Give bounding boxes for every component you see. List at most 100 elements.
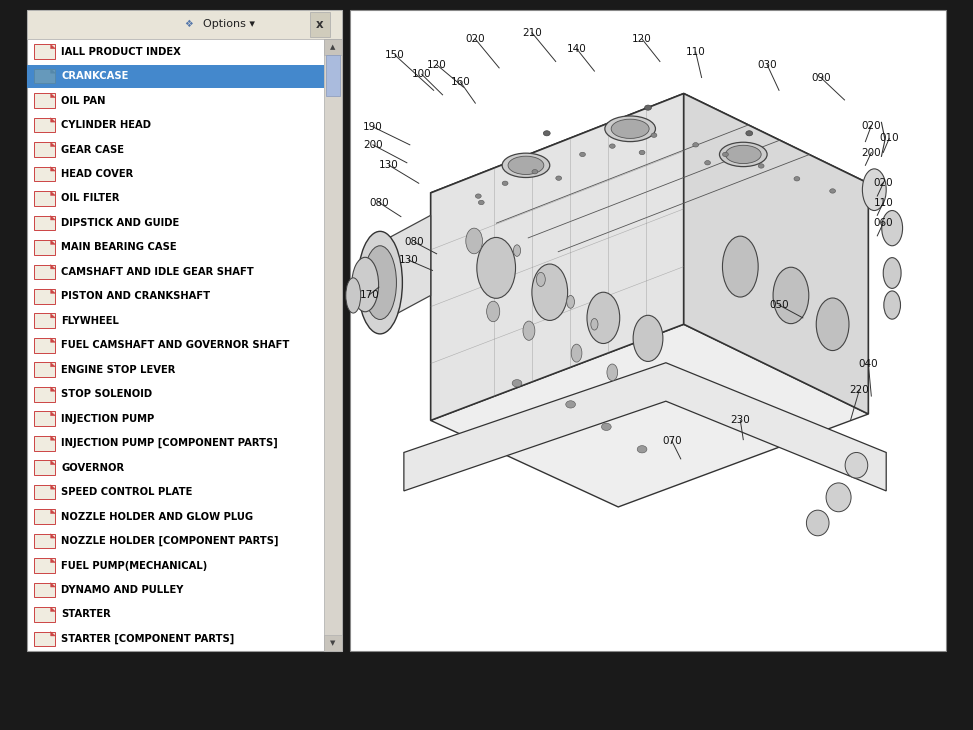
- Circle shape: [580, 153, 586, 157]
- Polygon shape: [51, 362, 55, 366]
- Polygon shape: [51, 387, 55, 391]
- Text: DYNAMO AND PULLEY: DYNAMO AND PULLEY: [61, 585, 184, 595]
- Ellipse shape: [633, 315, 663, 361]
- Text: GOVERNOR: GOVERNOR: [61, 463, 125, 472]
- Ellipse shape: [862, 169, 886, 210]
- Circle shape: [723, 153, 729, 157]
- Ellipse shape: [722, 236, 758, 297]
- Text: ▼: ▼: [330, 640, 336, 646]
- Text: 140: 140: [566, 44, 587, 54]
- Ellipse shape: [477, 237, 516, 299]
- Text: 110: 110: [874, 198, 893, 207]
- Polygon shape: [51, 485, 55, 489]
- Text: 110: 110: [686, 47, 705, 57]
- Text: CYLINDER HEAD: CYLINDER HEAD: [61, 120, 151, 130]
- Ellipse shape: [364, 246, 396, 320]
- Text: 200: 200: [861, 147, 882, 158]
- Text: 020: 020: [465, 34, 486, 44]
- Text: 080: 080: [369, 198, 388, 207]
- FancyBboxPatch shape: [34, 215, 55, 230]
- Text: PISTON AND CRANKSHAFT: PISTON AND CRANKSHAFT: [61, 291, 210, 301]
- Text: FUEL PUMP(MECHANICAL): FUEL PUMP(MECHANICAL): [61, 561, 207, 571]
- Polygon shape: [51, 583, 55, 587]
- Bar: [27, 10, 342, 651]
- Circle shape: [479, 200, 485, 204]
- Bar: [27, 10, 342, 39]
- FancyBboxPatch shape: [34, 583, 55, 597]
- Text: CRANKCASE: CRANKCASE: [61, 71, 128, 81]
- Polygon shape: [51, 461, 55, 465]
- Ellipse shape: [566, 296, 574, 308]
- Polygon shape: [51, 510, 55, 514]
- FancyBboxPatch shape: [34, 142, 55, 157]
- FancyBboxPatch shape: [34, 558, 55, 573]
- Text: 210: 210: [523, 28, 542, 38]
- Polygon shape: [51, 338, 55, 342]
- Polygon shape: [362, 260, 383, 307]
- Polygon shape: [51, 264, 55, 269]
- Text: 130: 130: [379, 161, 399, 170]
- Circle shape: [637, 445, 647, 453]
- Text: 120: 120: [632, 34, 652, 44]
- Polygon shape: [431, 324, 868, 507]
- Text: OIL FILTER: OIL FILTER: [61, 193, 120, 204]
- Ellipse shape: [532, 264, 567, 320]
- Text: 010: 010: [880, 134, 899, 143]
- FancyBboxPatch shape: [34, 166, 55, 181]
- FancyBboxPatch shape: [34, 264, 55, 279]
- Text: 230: 230: [731, 415, 750, 426]
- Polygon shape: [51, 436, 55, 440]
- Text: 150: 150: [385, 50, 405, 60]
- Ellipse shape: [502, 153, 550, 177]
- Polygon shape: [51, 93, 55, 98]
- FancyBboxPatch shape: [34, 412, 55, 426]
- Ellipse shape: [826, 483, 851, 512]
- Ellipse shape: [605, 116, 656, 142]
- Text: 040: 040: [858, 359, 879, 369]
- Polygon shape: [51, 313, 55, 318]
- Polygon shape: [51, 607, 55, 612]
- Bar: [326, 55, 340, 96]
- Text: ❖: ❖: [185, 19, 193, 29]
- Ellipse shape: [607, 364, 618, 380]
- Text: SPEED CONTROL PLATE: SPEED CONTROL PLATE: [61, 487, 193, 497]
- FancyBboxPatch shape: [34, 534, 55, 548]
- Ellipse shape: [345, 278, 361, 313]
- Text: 060: 060: [874, 218, 893, 228]
- Circle shape: [704, 161, 710, 165]
- Circle shape: [609, 144, 615, 148]
- Bar: [350, 10, 946, 651]
- Ellipse shape: [883, 291, 900, 319]
- Text: FUEL CAMSHAFT AND GOVERNOR SHAFT: FUEL CAMSHAFT AND GOVERNOR SHAFT: [61, 340, 290, 350]
- FancyBboxPatch shape: [34, 387, 55, 402]
- FancyBboxPatch shape: [34, 93, 55, 108]
- Circle shape: [794, 177, 800, 181]
- Ellipse shape: [807, 510, 829, 536]
- Text: 190: 190: [363, 122, 382, 132]
- Text: STARTER: STARTER: [61, 610, 111, 620]
- Text: NOZZLE HOLDER AND GLOW PLUG: NOZZLE HOLDER AND GLOW PLUG: [61, 512, 253, 521]
- Text: FLYWHEEL: FLYWHEEL: [61, 316, 119, 326]
- Polygon shape: [383, 215, 431, 321]
- Bar: [324, 635, 342, 651]
- FancyBboxPatch shape: [34, 240, 55, 255]
- Text: STOP SOLENOID: STOP SOLENOID: [61, 389, 153, 399]
- Text: 070: 070: [662, 436, 682, 446]
- Ellipse shape: [816, 298, 849, 350]
- Ellipse shape: [591, 318, 598, 330]
- FancyBboxPatch shape: [34, 461, 55, 475]
- Bar: [27, 65, 324, 88]
- Ellipse shape: [719, 142, 767, 166]
- Polygon shape: [51, 191, 55, 196]
- Text: MAIN BEARING CASE: MAIN BEARING CASE: [61, 242, 177, 253]
- FancyBboxPatch shape: [34, 69, 55, 83]
- Text: 100: 100: [412, 69, 432, 80]
- FancyBboxPatch shape: [34, 191, 55, 206]
- Polygon shape: [51, 215, 55, 220]
- Circle shape: [601, 423, 611, 431]
- Circle shape: [502, 181, 508, 185]
- Polygon shape: [684, 93, 868, 414]
- Ellipse shape: [358, 231, 403, 334]
- Text: IALL PRODUCT INDEX: IALL PRODUCT INDEX: [61, 47, 181, 57]
- Circle shape: [476, 194, 482, 199]
